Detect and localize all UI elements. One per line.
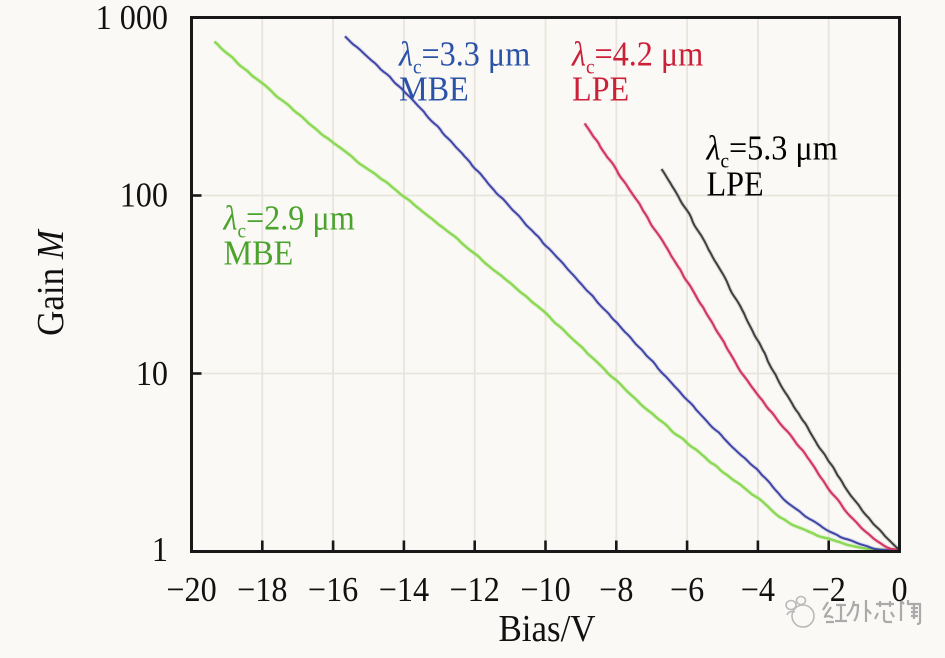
svg-text:λc=3.3 μm: λc=3.3 μm	[398, 35, 530, 78]
svg-text:MBE: MBE	[224, 234, 294, 273]
svg-text:−18: −18	[237, 571, 287, 610]
svg-text:−12: −12	[450, 571, 500, 610]
svg-text:MBE: MBE	[399, 70, 469, 109]
svg-text:LPE: LPE	[572, 70, 629, 109]
svg-text:−16: −16	[308, 571, 358, 610]
svg-text:−2: −2	[812, 571, 846, 610]
svg-text:LPE: LPE	[707, 165, 764, 204]
svg-text:1: 1	[152, 531, 168, 570]
svg-text:−6: −6	[670, 571, 704, 610]
svg-text:−8: −8	[599, 571, 633, 610]
svg-text:−10: −10	[520, 571, 570, 610]
svg-text:Gain M: Gain M	[29, 228, 72, 336]
svg-text:λc=5.3 μm: λc=5.3 μm	[706, 129, 838, 172]
svg-text:λc=2.9 μm: λc=2.9 μm	[223, 199, 355, 242]
svg-text:λc=4.2 μm: λc=4.2 μm	[571, 35, 703, 78]
svg-text:−14: −14	[379, 571, 430, 610]
svg-text:−20: −20	[166, 571, 216, 610]
svg-text:−4: −4	[741, 571, 775, 610]
svg-text:1 000: 1 000	[96, 0, 168, 37]
svg-text:Bias/V: Bias/V	[498, 607, 595, 650]
svg-text:100: 100	[120, 176, 168, 215]
svg-text:10: 10	[136, 355, 168, 394]
svg-text:0: 0	[891, 571, 907, 610]
